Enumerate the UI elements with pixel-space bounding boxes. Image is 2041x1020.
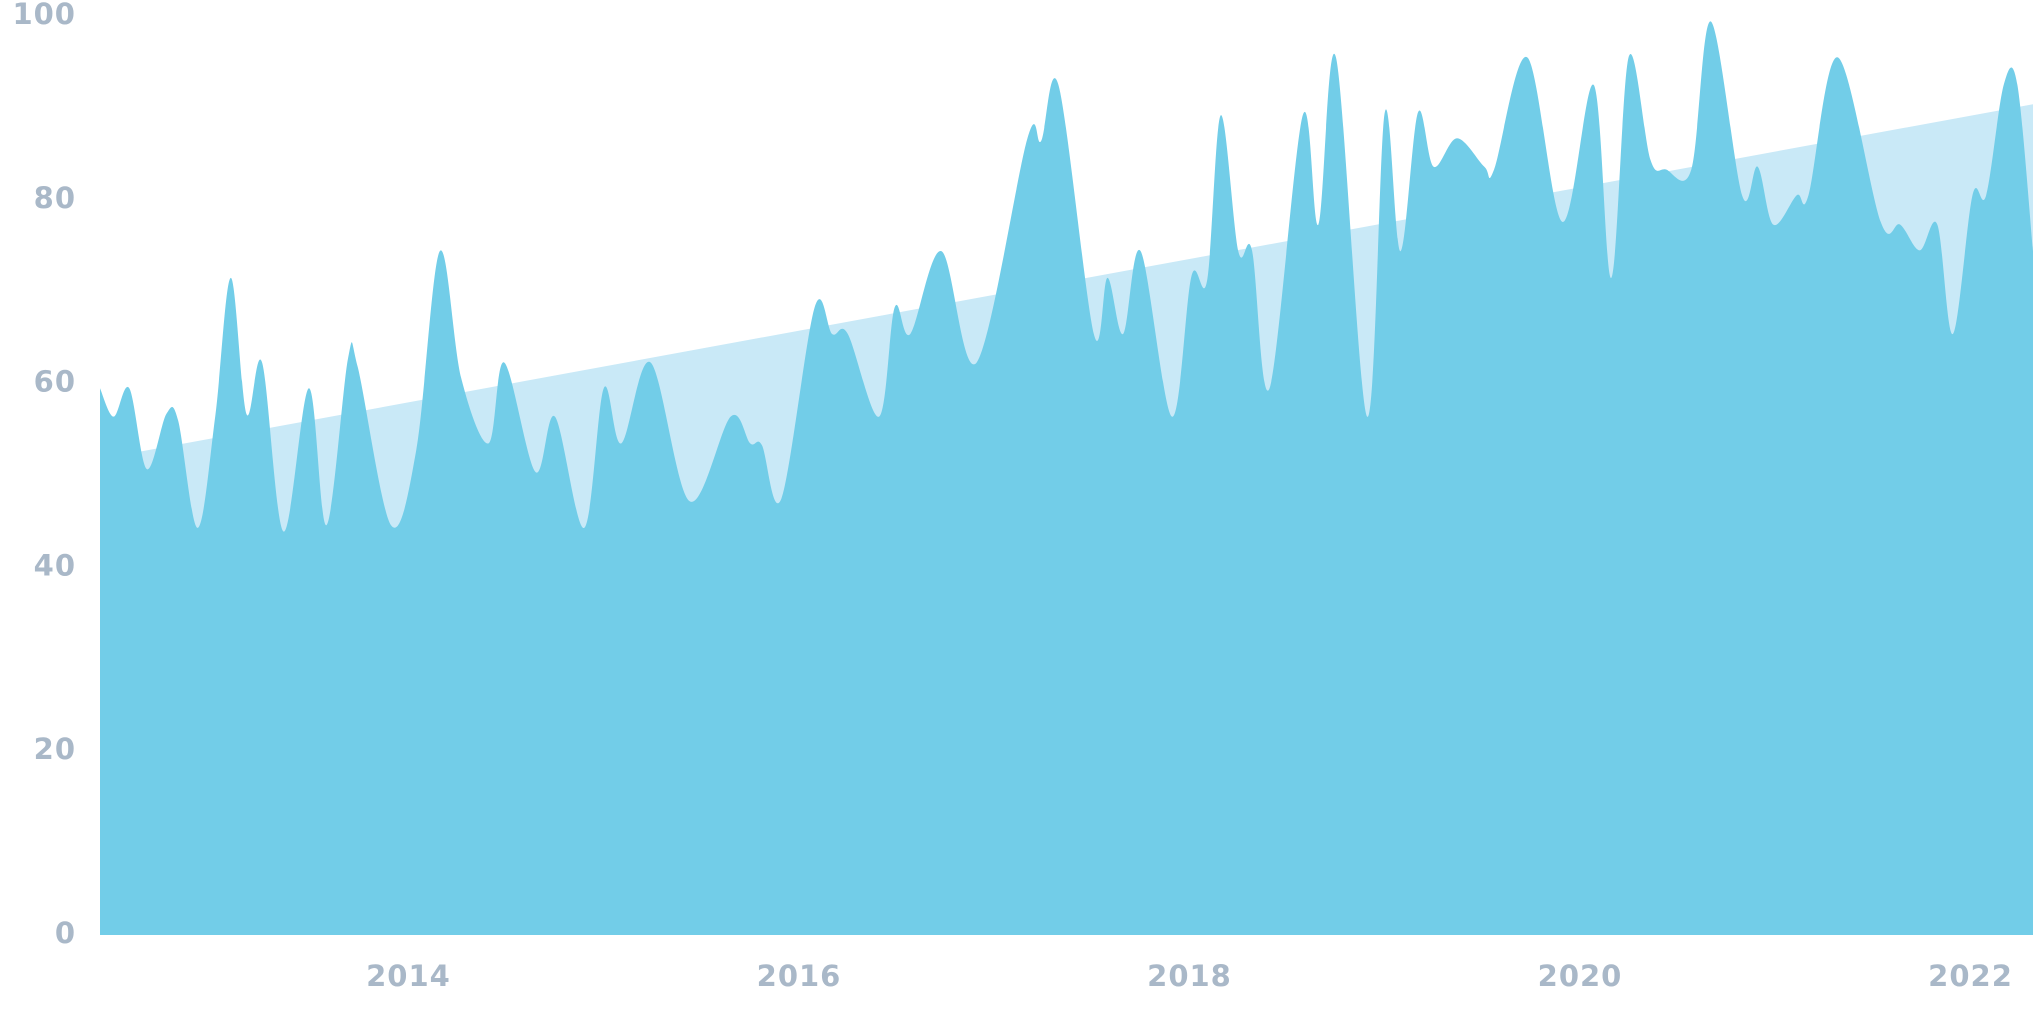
y-tick-label: 20	[34, 732, 76, 766]
x-tick-label: 2016	[757, 959, 842, 993]
x-tick-label: 2014	[366, 959, 451, 993]
y-tick-label: 100	[12, 0, 76, 31]
y-tick-label: 40	[34, 548, 76, 582]
y-tick-label: 0	[55, 916, 76, 950]
y-tick-label: 80	[34, 181, 76, 215]
x-tick-label: 2018	[1147, 959, 1232, 993]
area	[100, 21, 2033, 935]
x-tick-label: 2022	[1928, 959, 2013, 993]
x-tick-label: 2020	[1538, 959, 1623, 993]
y-tick-label: 60	[34, 365, 76, 399]
